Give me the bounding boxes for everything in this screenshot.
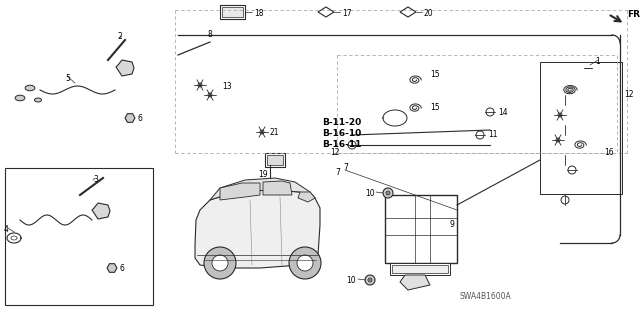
Text: 15: 15 xyxy=(430,70,440,79)
Polygon shape xyxy=(195,190,320,268)
Polygon shape xyxy=(263,181,292,195)
Text: 20: 20 xyxy=(424,9,434,18)
Text: 10: 10 xyxy=(365,189,375,198)
Text: 17: 17 xyxy=(342,9,351,18)
Circle shape xyxy=(383,188,393,198)
Polygon shape xyxy=(125,114,135,122)
Text: 2: 2 xyxy=(118,32,123,41)
Text: 18: 18 xyxy=(254,9,264,18)
Text: 14: 14 xyxy=(498,108,508,117)
Polygon shape xyxy=(107,264,117,272)
Text: 9: 9 xyxy=(450,220,455,229)
Circle shape xyxy=(476,131,484,139)
Circle shape xyxy=(584,64,592,72)
Text: B-16-10: B-16-10 xyxy=(322,129,361,138)
Circle shape xyxy=(297,255,313,271)
Circle shape xyxy=(561,96,569,104)
Circle shape xyxy=(486,108,494,116)
Circle shape xyxy=(348,141,356,149)
Text: 3: 3 xyxy=(93,175,98,184)
Text: 12: 12 xyxy=(330,148,340,157)
Text: 12: 12 xyxy=(624,90,634,99)
Text: FR.: FR. xyxy=(627,10,640,19)
Circle shape xyxy=(208,93,212,97)
Polygon shape xyxy=(220,183,260,200)
Polygon shape xyxy=(318,7,334,17)
Circle shape xyxy=(198,83,202,87)
Polygon shape xyxy=(15,95,25,101)
Circle shape xyxy=(386,191,390,195)
Text: 13: 13 xyxy=(222,82,232,91)
Polygon shape xyxy=(400,7,416,17)
Bar xyxy=(267,155,283,165)
Text: 15: 15 xyxy=(430,103,440,112)
Bar xyxy=(392,265,448,273)
Bar xyxy=(222,7,243,17)
Text: 7: 7 xyxy=(343,163,348,172)
Text: B-11-20: B-11-20 xyxy=(322,118,361,127)
Circle shape xyxy=(365,275,375,285)
Polygon shape xyxy=(116,60,134,76)
Text: 8: 8 xyxy=(208,30,212,39)
Circle shape xyxy=(558,113,562,117)
Bar xyxy=(540,62,622,194)
Circle shape xyxy=(568,166,576,174)
Text: 19: 19 xyxy=(258,170,268,179)
Bar xyxy=(385,195,457,263)
Circle shape xyxy=(289,247,321,279)
Text: 1: 1 xyxy=(595,57,600,66)
Polygon shape xyxy=(298,192,315,202)
Circle shape xyxy=(212,255,228,271)
Bar xyxy=(5,168,153,305)
Circle shape xyxy=(561,156,569,164)
Circle shape xyxy=(368,278,372,282)
Text: 16: 16 xyxy=(604,148,614,157)
Text: 6: 6 xyxy=(119,264,124,273)
Polygon shape xyxy=(92,203,110,219)
Circle shape xyxy=(561,126,569,134)
Bar xyxy=(390,263,450,275)
Text: 11: 11 xyxy=(488,130,497,139)
Circle shape xyxy=(260,130,264,134)
Text: 4: 4 xyxy=(4,225,9,234)
Polygon shape xyxy=(35,98,42,102)
Text: 10: 10 xyxy=(346,276,356,285)
Text: B-16-11: B-16-11 xyxy=(322,140,362,149)
Text: 6: 6 xyxy=(137,114,142,123)
Text: SWA4B1600A: SWA4B1600A xyxy=(460,292,512,301)
Text: 7: 7 xyxy=(335,168,340,177)
Bar xyxy=(265,153,285,167)
Circle shape xyxy=(556,138,560,142)
Polygon shape xyxy=(400,275,430,290)
Text: 21: 21 xyxy=(270,128,280,137)
Bar xyxy=(220,5,245,19)
Text: 5: 5 xyxy=(65,74,70,83)
Polygon shape xyxy=(210,178,315,200)
Circle shape xyxy=(561,196,569,204)
Polygon shape xyxy=(25,85,35,91)
Circle shape xyxy=(204,247,236,279)
